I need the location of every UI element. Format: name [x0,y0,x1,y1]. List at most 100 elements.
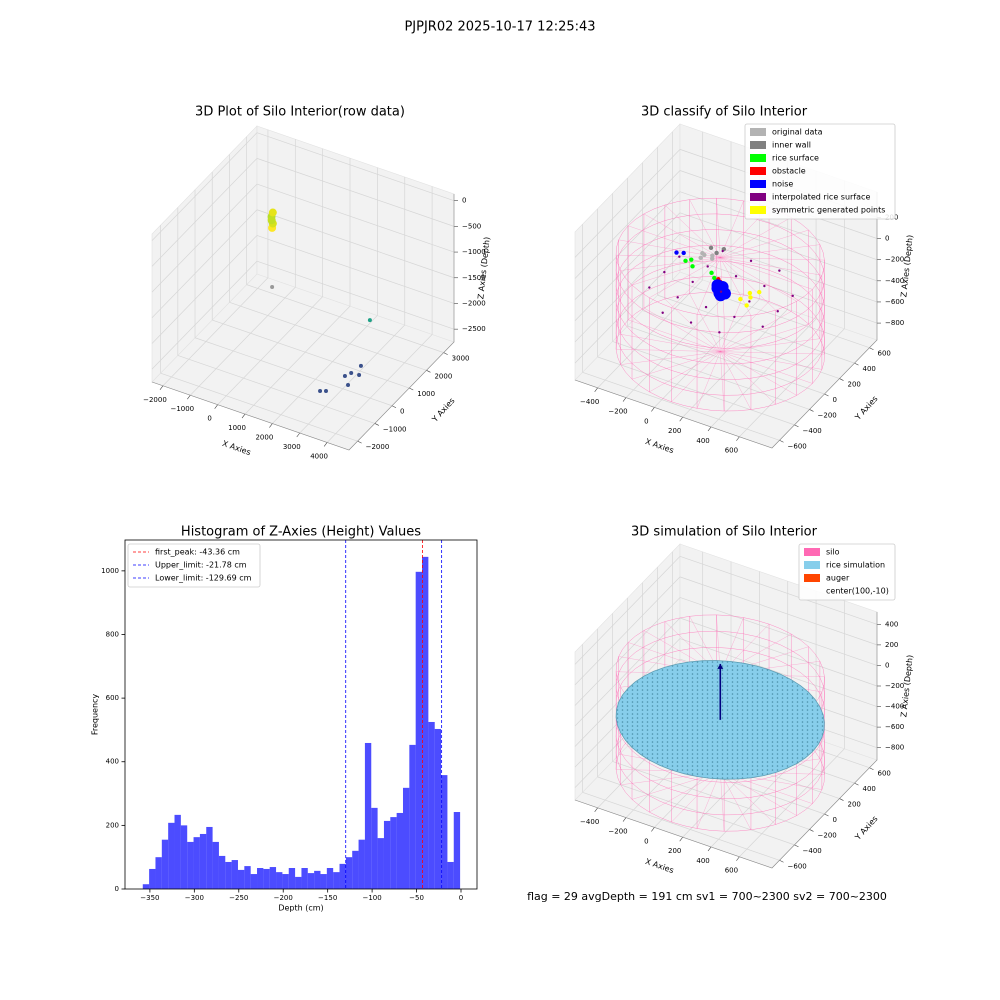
grid-line [256,183,455,253]
y-tick [824,393,829,397]
y-tick-label: 0 [115,885,119,893]
grid-line [299,324,406,434]
grid-line [217,296,323,405]
grid-line [574,597,681,706]
x-tick [214,404,218,409]
z-tick-label: −500 [462,222,481,230]
histogram-bar [383,820,391,889]
histogram-bar [320,874,327,889]
histogram-bar [295,876,302,889]
grid-line [597,356,795,426]
legend-label: auger [826,574,850,583]
silo-spoke [716,292,721,352]
x-tick [707,426,712,432]
point [747,290,753,296]
grid-line [679,617,878,687]
x-tick-label: 200 [668,427,681,435]
point [674,250,679,255]
z-tick-label: −800 [885,319,904,327]
y-tick-label: −200 [818,831,837,839]
point [763,284,766,288]
silo-spoke [643,307,721,352]
histogram-bar [390,817,397,889]
histogram-bar [155,857,162,889]
grid-line [256,132,455,202]
histogram-bar [142,884,150,889]
legend-label: silo [826,548,840,557]
x-tick [736,436,740,441]
histogram-bar [168,822,175,889]
legend-label: center(100,-10) [826,587,889,596]
z-tick-label: −1500 [462,274,486,282]
x-tick [187,395,191,400]
x-tick [159,385,164,390]
x-tick-label: 0 [459,894,463,902]
y-axis-label: Y Axies [853,394,880,422]
histogram-bar [276,872,283,889]
y-tick-label: 600 [106,694,119,702]
grid-line [162,277,269,387]
silo-spoke [720,257,825,261]
y-tick-label: 3000 [452,355,470,363]
histogram-bar [301,868,308,889]
point [776,310,779,313]
legend-swatch [750,193,766,201]
histogram-bar [402,787,410,889]
point [270,285,275,290]
x-tick-label: 600 [725,447,738,455]
histogram-bar [409,744,416,889]
point [676,296,679,299]
x-tick-label: 1000 [228,424,246,432]
y-tick [854,362,859,366]
legend-swatch [750,167,766,175]
panel-title: 3D classify of Silo Interior [641,105,808,120]
x-tick-label: −250 [229,894,248,902]
y-tick [869,347,874,350]
grid-line [574,149,681,258]
y-tick-label: −400 [803,847,822,855]
legend-swatch [804,548,820,556]
histogram-bar [244,866,251,889]
grid-line [574,576,681,686]
y-tick [409,387,414,391]
legend-label: rice simulation [826,561,885,570]
grid-line [574,233,681,343]
silo-spoke [720,771,725,832]
panel-title: 3D Plot of Silo Interior(row data) [195,105,405,120]
histogram-bar [199,833,207,889]
grid-line [151,260,258,370]
histogram-bar [415,571,423,889]
silo-spoke [716,198,721,258]
point [757,289,762,295]
y-tick [794,424,799,428]
histogram-bar [314,870,321,889]
point [791,294,794,298]
grid-line [229,301,427,371]
silo-spoke [628,319,721,352]
point [709,256,715,261]
point [714,250,719,256]
grid-line [612,761,810,830]
silo-spoke [696,771,721,829]
grid-line [574,191,681,300]
grid-line [272,315,378,424]
y-tick-label: 400 [106,758,119,766]
point [367,318,372,323]
x-tick [651,827,655,832]
silo-spoke [620,257,721,271]
y-tick [869,767,874,770]
x-tick [679,416,683,422]
point [698,255,703,260]
silo-spoke [696,257,721,315]
point [706,265,709,268]
grid-line [574,212,681,322]
histogram-bar [345,857,353,889]
grid-line [679,638,878,707]
z-tick-label: 0 [462,197,466,205]
histogram-bar [180,825,188,889]
silo-spoke [643,213,721,258]
grid-line [672,279,870,349]
point [358,363,363,368]
axis-edge [151,194,455,451]
silo-spoke [720,244,820,258]
